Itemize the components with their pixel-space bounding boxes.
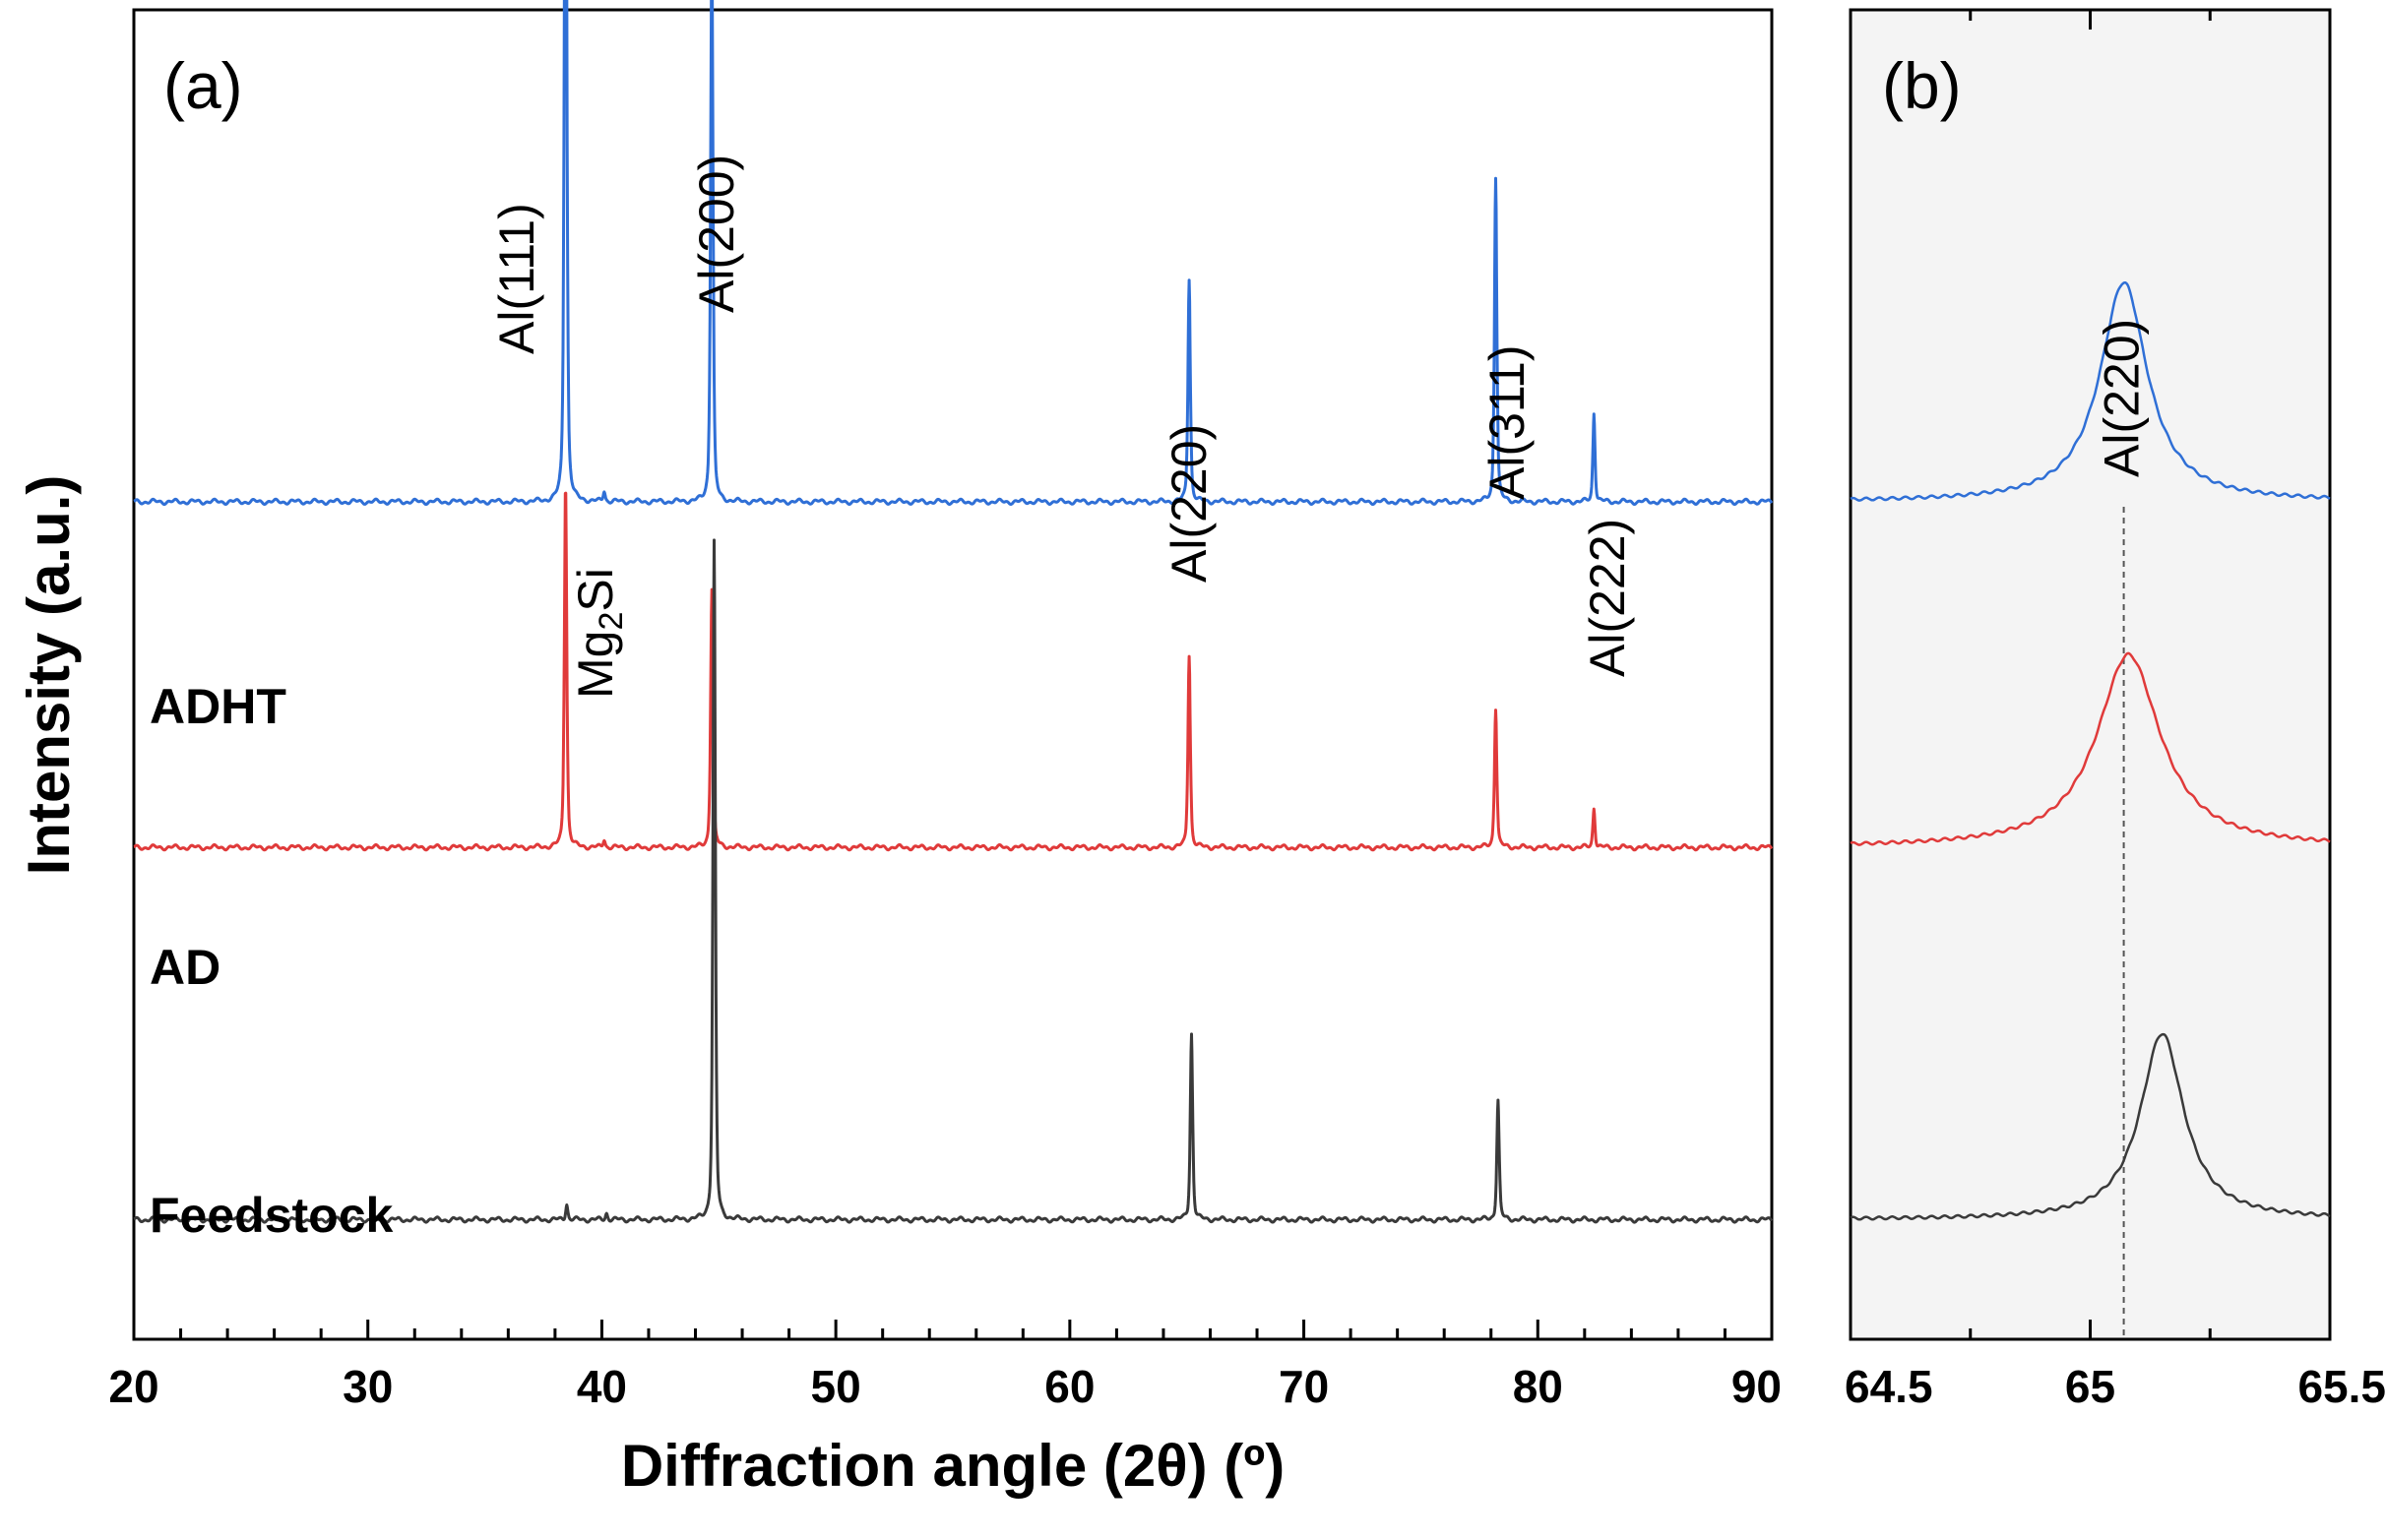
peak-label-al111: Al(111) xyxy=(489,203,544,354)
panel-a-x-ticks: 20 30 40 50 60 70 80 90 xyxy=(108,1320,1782,1412)
y-axis-title: Intensity (a.u.) xyxy=(16,475,82,876)
x-tick-label: 80 xyxy=(1513,1361,1563,1412)
x-tick-label: 20 xyxy=(108,1361,158,1412)
panel-b-x-ticks: 64.5 65 65.5 xyxy=(1845,10,2386,1412)
panel-b-traces xyxy=(1850,280,2331,1221)
series-label-adht: ADHT xyxy=(150,679,286,734)
panel-b-peak-label-al220: Al(220) xyxy=(2095,319,2150,477)
zoom-trace-ad xyxy=(1850,651,2331,846)
x-tick-label: 60 xyxy=(1044,1361,1095,1412)
panel-b-background xyxy=(1851,10,2330,1339)
peak-label-al220: Al(220) xyxy=(1162,424,1217,583)
trace-feedstock xyxy=(133,538,1774,1224)
x-tick-label: 64.5 xyxy=(1845,1361,1933,1412)
x-tick-label: 50 xyxy=(811,1361,861,1412)
x-axis-title: Diffraction angle (2θ) (º) xyxy=(621,1433,1285,1499)
panel-a-traces xyxy=(133,0,1774,1224)
series-label-ad: AD xyxy=(150,940,220,995)
mg2si-main: Mg xyxy=(568,631,623,699)
peak-label-al200: Al(200) xyxy=(689,154,744,313)
zoom-trace-adht xyxy=(1850,280,2331,502)
peak-label-mg2si: Mg2Si xyxy=(568,568,630,699)
panel-a-frame xyxy=(132,8,1774,1341)
trace-ad xyxy=(133,491,1774,852)
panel-a: 20 30 40 50 60 70 80 90 (a) ADHT AD Feedstock A… xyxy=(16,0,1782,1412)
peak-label-al311: Al(311) xyxy=(1479,345,1535,500)
zoom-trace-feedstock xyxy=(1850,1032,2331,1221)
x-tick-label: 65.5 xyxy=(2297,1361,2386,1412)
x-tick-label: 40 xyxy=(577,1361,627,1412)
peak-label-al222: Al(222) xyxy=(1580,519,1635,677)
mg2si-tail: Si xyxy=(568,568,623,611)
x-tick-label: 30 xyxy=(343,1361,393,1412)
mg2si-sub: 2 xyxy=(593,612,630,631)
x-tick-label: 90 xyxy=(1731,1361,1782,1412)
panel-b: 64.5 65 65.5 (b) Al(220) xyxy=(1845,8,2386,1412)
x-tick-label: 70 xyxy=(1279,1361,1329,1412)
panel-b-label: (b) xyxy=(1882,49,1962,122)
series-label-feedstock: Feedstock xyxy=(150,1188,394,1243)
trace-adht xyxy=(133,0,1774,507)
panel-a-label: (a) xyxy=(163,49,243,122)
x-tick-label: 65 xyxy=(2065,1361,2115,1412)
